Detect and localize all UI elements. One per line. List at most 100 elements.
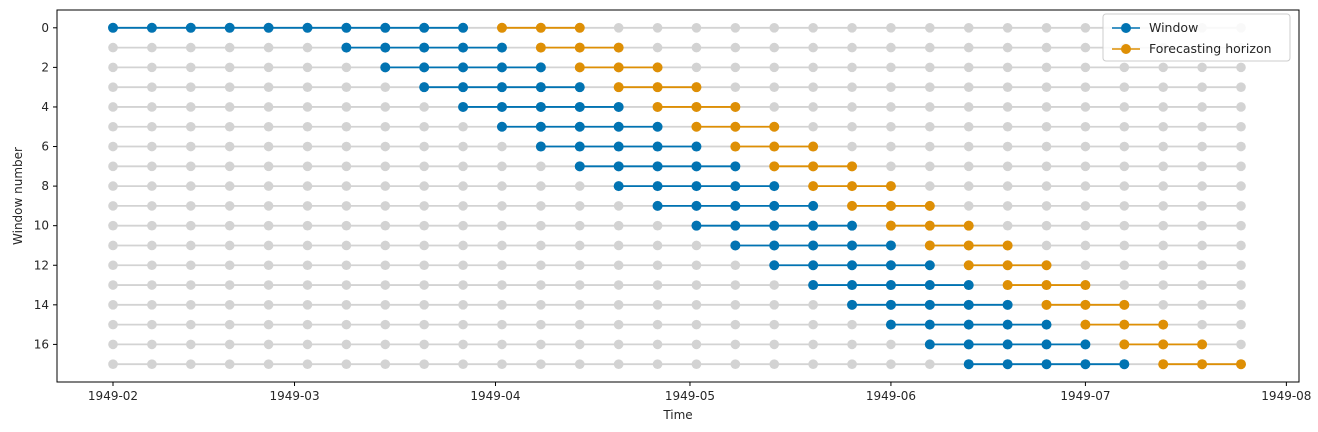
background-point xyxy=(847,359,857,369)
window-point xyxy=(730,220,741,231)
background-point xyxy=(263,62,274,73)
background-point xyxy=(108,121,118,132)
background-point xyxy=(963,141,974,152)
background-point xyxy=(1080,121,1091,132)
background-point xyxy=(1236,220,1246,231)
forecasting-horizon-point xyxy=(613,82,624,93)
background-point xyxy=(1080,141,1091,152)
background-point xyxy=(224,359,235,369)
window-point xyxy=(691,200,702,211)
background-point xyxy=(419,339,429,350)
x-tick-label: 1949-05 xyxy=(665,389,715,403)
forecasting-horizon-series xyxy=(496,22,1246,370)
background-point xyxy=(1236,260,1246,271)
background-point xyxy=(341,121,352,132)
forecasting-horizon-point xyxy=(847,181,858,192)
background-point xyxy=(302,260,313,271)
background-point xyxy=(302,220,313,231)
background-point xyxy=(691,300,702,310)
forecasting-horizon-point xyxy=(808,161,819,172)
window-point xyxy=(924,299,935,310)
background-point xyxy=(574,260,585,271)
background-point xyxy=(341,141,352,152)
background-point xyxy=(536,240,546,251)
window-point xyxy=(847,220,858,231)
background-point xyxy=(1002,23,1013,33)
window-point xyxy=(574,161,585,172)
background-point xyxy=(1158,121,1169,132)
background-point xyxy=(1236,280,1246,290)
background-point xyxy=(1158,102,1169,112)
background-point xyxy=(1119,121,1130,132)
window-point xyxy=(808,280,819,291)
background-point xyxy=(497,300,507,310)
background-point xyxy=(263,141,274,152)
background-point xyxy=(1197,121,1207,132)
background-point xyxy=(847,141,857,152)
window-point xyxy=(574,141,585,152)
background-point xyxy=(185,121,196,132)
forecasting-horizon-point xyxy=(1119,319,1130,330)
background-point xyxy=(1119,62,1130,73)
background-point xyxy=(613,260,624,271)
window-point xyxy=(730,161,741,172)
background-point xyxy=(341,201,352,211)
background-point xyxy=(458,201,468,211)
background-point xyxy=(808,121,818,132)
background-point xyxy=(1080,42,1091,53)
forecasting-horizon-point xyxy=(1197,359,1208,370)
background-point xyxy=(613,280,624,290)
background-point xyxy=(185,161,196,172)
window-point xyxy=(574,82,585,93)
background-point xyxy=(536,280,546,290)
background-point xyxy=(1041,220,1052,231)
background-point xyxy=(147,280,157,290)
window-point xyxy=(535,141,546,152)
background-point xyxy=(147,141,157,152)
background-point xyxy=(808,102,818,112)
background-point xyxy=(147,220,157,231)
background-point xyxy=(925,62,935,73)
background-point xyxy=(652,42,663,53)
background-point xyxy=(185,339,196,350)
background-point xyxy=(1236,240,1246,251)
background-point xyxy=(1002,42,1013,53)
background-point xyxy=(458,359,468,369)
y-tick-label: 12 xyxy=(34,258,49,272)
x-tick-label: 1949-08 xyxy=(1261,389,1311,403)
background-point xyxy=(108,339,118,350)
background-point xyxy=(380,260,391,271)
window-point xyxy=(963,299,974,310)
background-point xyxy=(1080,201,1091,211)
background-point xyxy=(458,319,468,330)
background-point xyxy=(419,121,429,132)
background-point xyxy=(1197,220,1207,231)
background-point xyxy=(1041,121,1052,132)
forecasting-horizon-point xyxy=(885,200,896,211)
background-point xyxy=(497,181,507,191)
background-point xyxy=(108,181,118,191)
background-point xyxy=(108,359,118,369)
background-point xyxy=(808,82,818,92)
background-point xyxy=(341,220,352,231)
window-point xyxy=(1041,339,1052,350)
background-point xyxy=(302,181,313,191)
window-point xyxy=(302,22,313,33)
background-point xyxy=(108,280,118,290)
background-point xyxy=(497,260,507,271)
background-point xyxy=(1197,141,1207,152)
background-point xyxy=(886,141,896,152)
background-point xyxy=(1236,62,1246,73)
background-point xyxy=(497,201,507,211)
background-point xyxy=(808,300,818,310)
forecasting-horizon-point xyxy=(1158,319,1169,330)
background-point xyxy=(380,240,391,251)
window-point xyxy=(652,200,663,211)
background-point xyxy=(1080,260,1091,271)
window-point xyxy=(808,260,819,271)
background-point xyxy=(652,339,663,350)
background-point xyxy=(458,161,468,172)
background-point xyxy=(886,161,896,172)
background-point xyxy=(380,181,391,191)
background-point xyxy=(108,220,118,231)
